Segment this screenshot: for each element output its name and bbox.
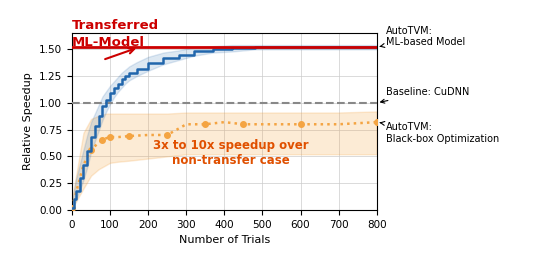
Text: AutoTVM:
ML-based Model: AutoTVM: ML-based Model	[380, 26, 465, 47]
Text: 3x to 10x speedup over
non-transfer case: 3x to 10x speedup over non-transfer case	[153, 140, 308, 167]
Text: ML-Model: ML-Model	[72, 36, 145, 49]
Y-axis label: Relative Speedup: Relative Speedup	[23, 73, 33, 170]
Text: Baseline: CuDNN: Baseline: CuDNN	[381, 87, 469, 103]
Text: AutoTVM:
Black-box Optimization: AutoTVM: Black-box Optimization	[380, 122, 499, 144]
Text: Transferred: Transferred	[72, 18, 159, 31]
X-axis label: Number of Trials: Number of Trials	[179, 235, 270, 245]
